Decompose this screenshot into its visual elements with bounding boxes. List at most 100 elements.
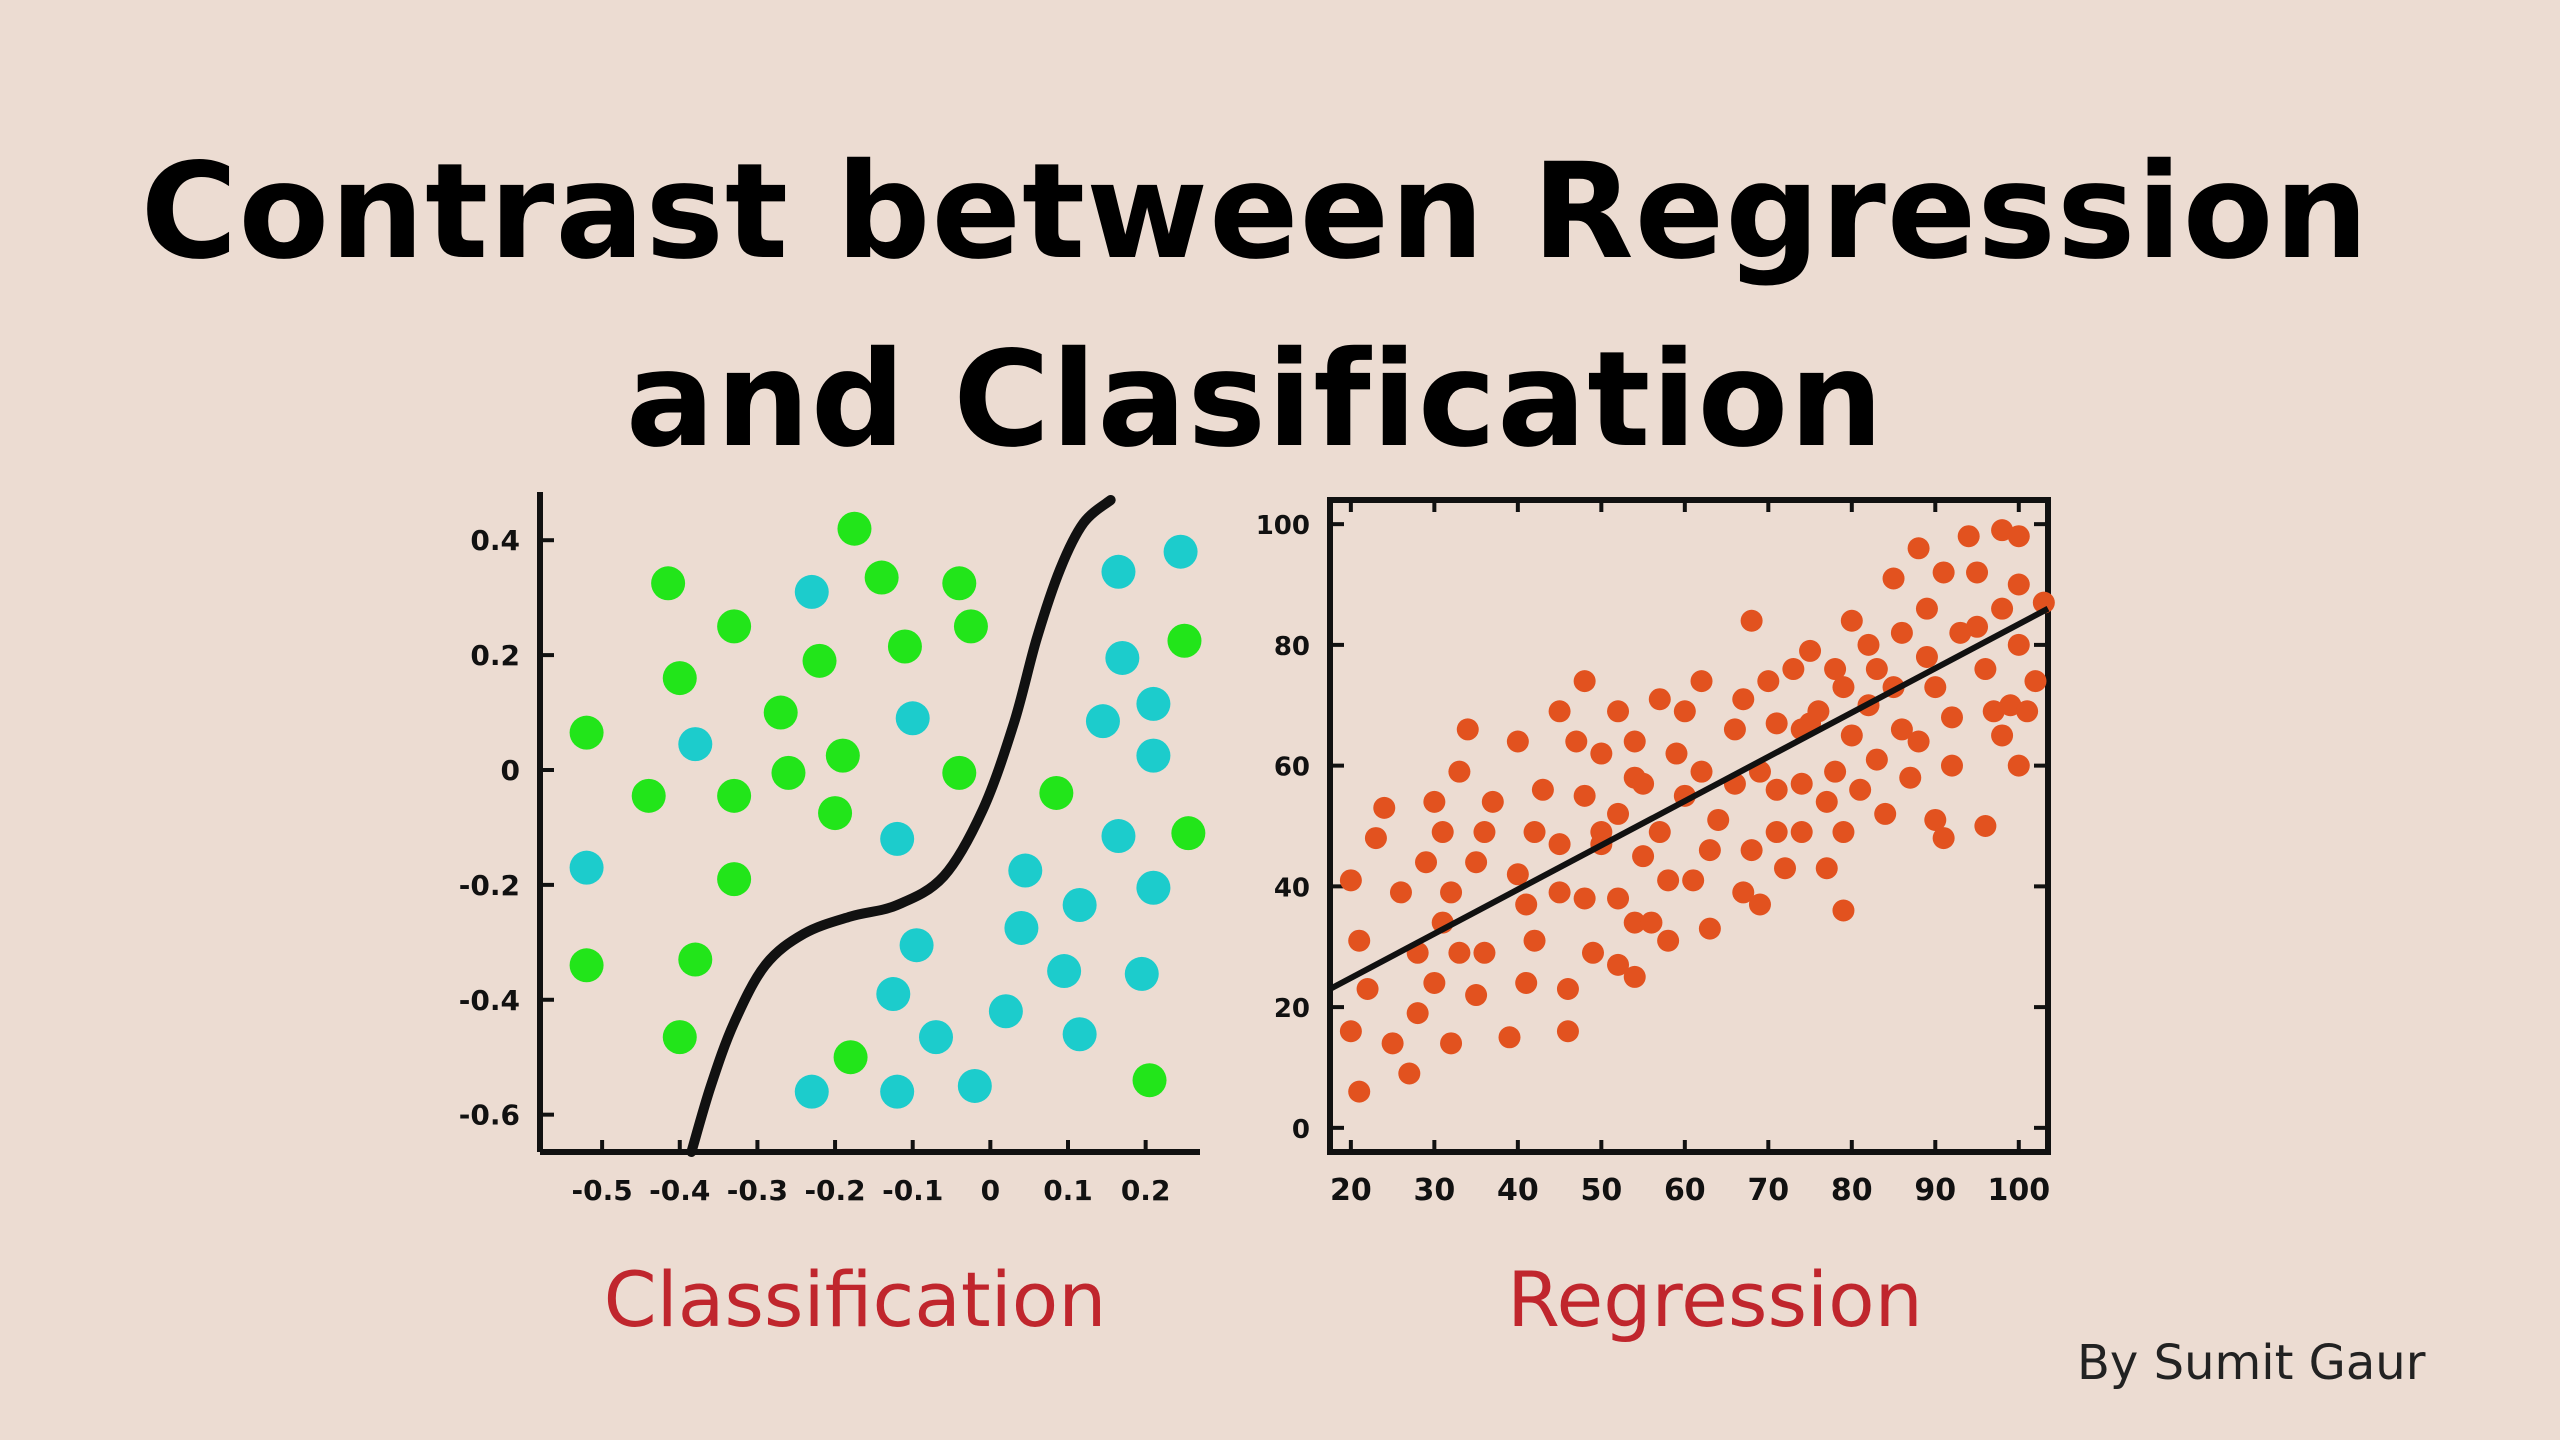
- cyan-point: [919, 1020, 953, 1055]
- data-point: [1548, 700, 1571, 723]
- data-point: [1364, 827, 1387, 850]
- green-point: [833, 1040, 868, 1075]
- x-tick-label: 20: [1330, 1173, 1372, 1208]
- fit-line: [1328, 606, 2050, 992]
- data-point: [1974, 658, 1997, 681]
- data-point: [1899, 766, 1922, 789]
- cyan-point: [678, 727, 713, 762]
- data-point: [1556, 978, 1579, 1000]
- data-point: [1999, 694, 2022, 717]
- green-point: [631, 778, 666, 813]
- data-point: [1498, 1026, 1521, 1049]
- data-point: [1890, 718, 1913, 741]
- data-point: [1723, 718, 1746, 741]
- x-tick-label: 60: [1664, 1173, 1706, 1208]
- data-point: [1832, 899, 1855, 922]
- green-point: [942, 566, 977, 601]
- cyan-point: [1101, 819, 1136, 854]
- data-point: [1966, 561, 1989, 584]
- data-point: [1607, 700, 1630, 723]
- data-point: [1698, 839, 1721, 862]
- data-point: [1389, 881, 1412, 904]
- green-point: [887, 629, 922, 664]
- green-point: [825, 738, 860, 773]
- data-point: [1832, 676, 1855, 699]
- data-point: [1531, 778, 1554, 801]
- y-tick-label: 20: [1274, 994, 1310, 1024]
- x-tick-label: 50: [1580, 1173, 1622, 1208]
- data-point: [1915, 597, 1938, 620]
- decision-boundary: [686, 495, 1116, 1157]
- data-point: [1406, 1002, 1429, 1025]
- y-tick-label: 100: [1256, 511, 1310, 541]
- data-point: [1949, 621, 1972, 644]
- green-point: [942, 755, 977, 790]
- data-point: [1765, 778, 1788, 801]
- data-point: [1840, 609, 1863, 632]
- y-tick-label: 0.2: [470, 639, 520, 672]
- data-point: [1740, 609, 1763, 632]
- green-point: [662, 1020, 697, 1055]
- cyan-point: [876, 977, 911, 1012]
- data-point: [1807, 700, 1830, 723]
- cyan-point: [1136, 686, 1171, 721]
- y-tick-label: 60: [1274, 753, 1310, 783]
- data-point: [1765, 712, 1788, 735]
- data-point: [1665, 742, 1688, 765]
- data-point: [1556, 1020, 1579, 1043]
- data-point: [1882, 567, 1905, 590]
- x-tick-label: 80: [1831, 1173, 1873, 1208]
- data-point: [1957, 525, 1980, 548]
- data-point: [1748, 893, 1771, 916]
- data-point: [1581, 941, 1604, 964]
- green-point: [1039, 775, 1074, 810]
- data-point: [1991, 519, 2014, 542]
- data-point: [1607, 887, 1630, 910]
- data-point: [1991, 724, 2014, 747]
- data-point: [1966, 615, 1989, 638]
- cyan-class-series: [569, 534, 1198, 1109]
- green-point: [569, 715, 604, 750]
- data-point: [1623, 911, 1646, 934]
- data-point: [1381, 1032, 1404, 1055]
- data-point: [1707, 808, 1730, 831]
- regression-caption: Regression: [1507, 1255, 1923, 1344]
- cyan-point: [1008, 853, 1043, 888]
- data-point: [1924, 808, 1947, 831]
- cyan-point: [1047, 954, 1082, 989]
- x-tick-label: -0.2: [804, 1174, 865, 1207]
- data-point: [1515, 893, 1538, 916]
- cyan-point: [1085, 704, 1120, 739]
- green-point: [1132, 1063, 1167, 1098]
- x-tick-label: 0.1: [1043, 1174, 1093, 1207]
- x-tick-label: 40: [1497, 1173, 1539, 1208]
- data-point: [1548, 881, 1571, 904]
- y-tick-label: -0.6: [459, 1099, 520, 1132]
- green-point: [1171, 816, 1206, 851]
- data-point: [1415, 851, 1438, 874]
- data-point: [1774, 857, 1797, 880]
- green-class-series: [569, 511, 1206, 1098]
- green-point: [818, 796, 853, 831]
- data-point: [1640, 911, 1663, 934]
- data-point: [1824, 760, 1847, 783]
- classification-chart: -0.5 -0.4 -0.3 -0.2 -0.1 0 0.1 0.2 0.4 0.2 0 -0.2 -0…: [459, 492, 1206, 1207]
- cyan-point: [794, 574, 829, 609]
- cyan-point: [1004, 910, 1039, 945]
- data-point: [1907, 537, 1930, 560]
- data-point: [1657, 929, 1680, 952]
- green-point: [802, 643, 837, 678]
- data-point: [2032, 591, 2055, 614]
- data-point: [1339, 869, 1362, 892]
- data-point: [2007, 633, 2030, 656]
- author-byline: By Sumit Gaur: [2077, 1335, 2426, 1391]
- data-point: [1932, 827, 1955, 850]
- data-point: [1799, 639, 1822, 662]
- data-point: [2007, 525, 2030, 548]
- data-point: [1448, 760, 1471, 783]
- data-point: [1673, 700, 1696, 723]
- y-tick-label: 0: [1292, 1115, 1310, 1145]
- data-point: [1790, 821, 1813, 844]
- data-point: [1440, 881, 1463, 904]
- green-point: [1167, 623, 1202, 658]
